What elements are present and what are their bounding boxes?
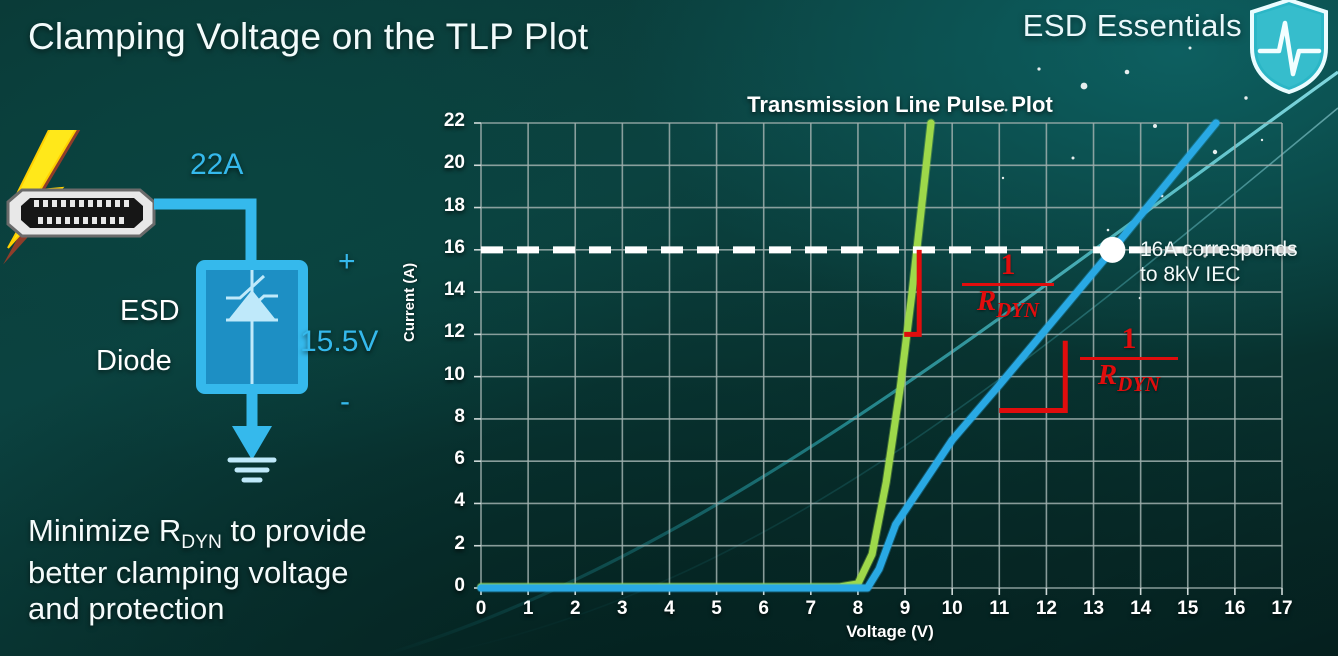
chart-title: Transmission Line Pulse Plot [747,92,1053,117]
chart-y-tick-label: 2 [454,532,465,554]
caption-line1-a: Minimize R [28,513,182,548]
caption-line-1: Minimize RDYN to provide [28,513,448,555]
chart-marker-point [1099,236,1126,263]
chart-x-tick-label: 4 [664,598,675,619]
chart-x-tick-label: 15 [1177,598,1199,619]
chart-gridlines [474,122,1283,595]
chart-series [476,118,1221,593]
chart-y-tick-label: 18 [443,194,465,216]
chart-x-tick-label: 8 [852,598,864,619]
hdmi-connector-icon [6,188,156,238]
slope-1-denominator: RDYN [976,285,1040,322]
slope-2-numerator: 1 [1121,322,1137,355]
clamp-voltage-label: 15.5V [300,325,379,358]
chart-x-tick-label: 17 [1271,598,1293,619]
fraction-bar-icon [962,283,1054,286]
chart-x-tick-label: 14 [1130,598,1152,619]
device-label-line1: ESD [120,295,180,327]
marker-note-line1: 16A corresponds [1140,238,1298,261]
caption-line-2: better clamping voltage [28,554,349,590]
chart-plot-area [474,118,1296,595]
shield-pulse-icon [1250,0,1328,95]
chart-x-tick-label: 16 [1224,598,1246,619]
marker-annotation-note: 16A corresponds to 8kV IEC [1140,238,1338,288]
chart-x-tick-label: 6 [758,598,769,619]
chart-y-tick-label: 6 [454,448,465,470]
chart-x-tick-label: 9 [899,598,911,619]
chart-x-axis-label: Voltage (V) [846,622,934,641]
summary-caption: Minimize RDYN to provide better clamping… [28,513,448,627]
chart-x-tick-label: 0 [475,598,487,619]
tlp-chart: Transmission Line Pulse Plot Current (A)… [401,92,1338,656]
slope-annotation-1: 1 RDYN [962,250,1054,321]
chart-x-tick-label: 1 [522,598,534,619]
chart-y-tick-label: 12 [443,321,465,343]
chart-x-tick-label: 7 [805,598,817,619]
chart-x-tick-label: 3 [617,598,628,619]
chart-y-tick-label: 14 [443,279,465,301]
caption-line-3: and protection [28,590,225,626]
caption-line1-sub: DYN [181,532,222,554]
chart-y-tick-label: 16 [443,236,465,258]
chart-x-tick-label: 11 [989,598,1010,619]
chart-slope-annotations [904,249,1068,413]
chart-x-tick-label: 2 [569,598,581,619]
chart-y-tick-label: 10 [443,363,465,385]
brand-label: ESD Essentials [1022,8,1242,43]
chart-x-tick-label: 12 [1035,598,1057,619]
chart-x-tick-label: 13 [1082,598,1105,619]
chart-y-tick-label: 0 [454,575,465,596]
chart-y-axis-label: Current (A) [401,262,418,342]
device-label-line2: Diode [96,345,172,377]
chart-y-tick-label: 8 [454,405,465,427]
polarity-minus-label: - [340,385,350,418]
slope-annotation-2: 1 RDYN [1080,324,1178,395]
ground-symbol-icon [227,457,277,483]
fraction-bar-icon [1080,357,1178,360]
chart-x-tick-label: 5 [711,598,722,619]
esd-circuit-diagram: 22A 15.5V + - ESD Diode [0,122,430,510]
polarity-plus-label: + [338,245,356,278]
chart-y-tick-label: 20 [443,152,465,174]
marker-note-line2: to 8kV IEC [1140,262,1241,286]
surge-current-label: 22A [190,148,244,181]
chart-y-tick-label: 4 [454,490,465,512]
chart-y-tick-label: 22 [443,110,465,131]
slope-2-denominator: RDYN [1097,359,1161,396]
chart-x-tick-label: 10 [941,598,963,619]
caption-line1-b: to provide [221,513,367,548]
page-title: Clamping Voltage on the TLP Plot [28,16,589,57]
slope-1-numerator: 1 [1000,248,1016,281]
